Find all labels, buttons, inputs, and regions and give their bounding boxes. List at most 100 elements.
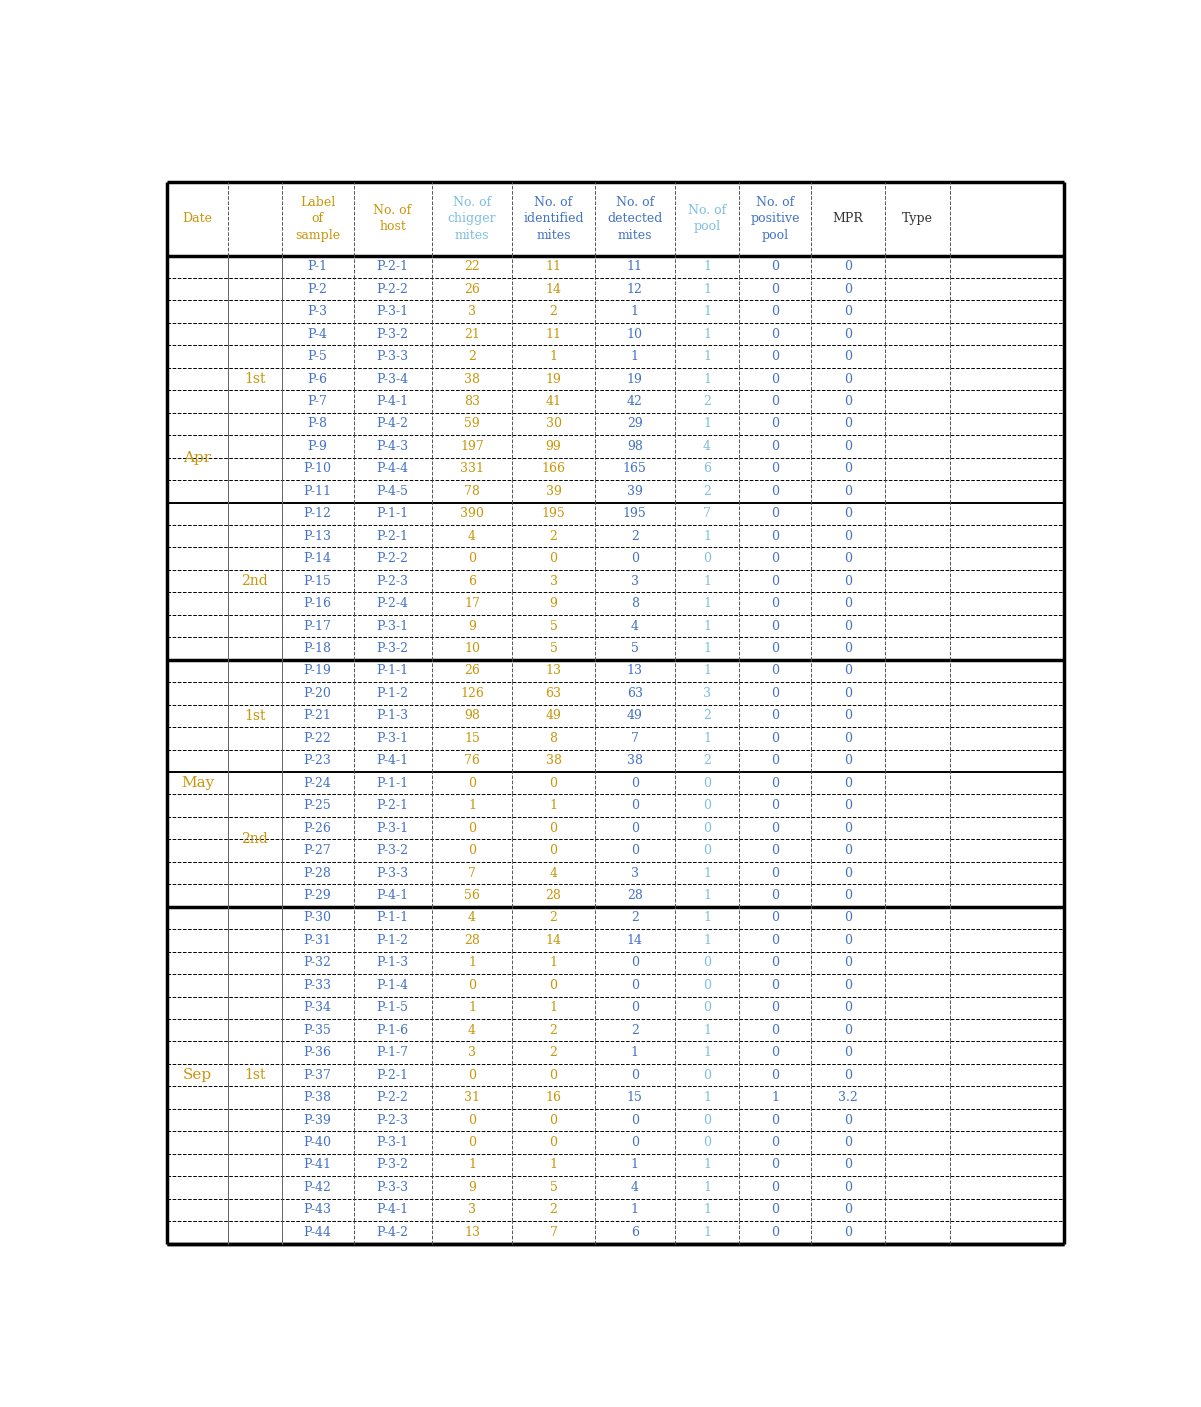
Text: 0: 0 [844,1069,852,1082]
Text: 1: 1 [703,1203,711,1217]
Text: 0: 0 [771,440,779,453]
Text: P-3-4: P-3-4 [376,373,408,386]
Text: 2: 2 [468,350,476,363]
Text: May: May [181,777,214,791]
Text: P-1-2: P-1-2 [377,687,408,699]
Text: P-38: P-38 [304,1090,331,1104]
Text: P-1-1: P-1-1 [376,912,408,924]
Text: 0: 0 [844,1113,852,1127]
Text: P-3-1: P-3-1 [376,305,408,318]
Text: 0: 0 [844,529,852,543]
Text: 2nd: 2nd [241,574,268,588]
Text: 0: 0 [844,1135,852,1150]
Text: P-40: P-40 [304,1135,331,1150]
Text: 0: 0 [703,799,711,812]
Text: 29: 29 [627,418,643,431]
Text: 41: 41 [545,395,562,408]
Text: 0: 0 [771,283,779,295]
Text: P-13: P-13 [304,529,331,543]
Text: 1: 1 [550,957,557,969]
Text: 0: 0 [631,552,639,566]
Text: 1: 1 [703,350,711,363]
Text: 7: 7 [550,1225,557,1238]
Text: 0: 0 [771,912,779,924]
Text: No. of
pool: No. of pool [688,204,727,234]
Text: 7: 7 [703,508,711,521]
Text: 0: 0 [550,1113,557,1127]
Text: 4: 4 [631,619,639,633]
Text: 0: 0 [771,664,779,677]
Text: 0: 0 [550,1135,557,1150]
Text: 15: 15 [464,732,480,744]
Text: P-44: P-44 [304,1225,331,1238]
Text: P-26: P-26 [304,822,331,834]
Text: P-3: P-3 [307,305,328,318]
Text: 1: 1 [468,1158,476,1172]
Text: 16: 16 [545,1090,562,1104]
Text: 0: 0 [771,1180,779,1195]
Text: 1: 1 [703,664,711,677]
Text: P-36: P-36 [304,1047,331,1059]
Text: 0: 0 [771,1158,779,1172]
Text: Apr: Apr [184,450,211,464]
Text: 59: 59 [464,418,480,431]
Text: 0: 0 [703,844,711,857]
Text: 3: 3 [468,305,476,318]
Text: 0: 0 [771,732,779,744]
Text: 1: 1 [703,597,711,611]
Text: 38: 38 [545,754,562,767]
Text: 0: 0 [771,642,779,656]
Text: 0: 0 [844,373,852,386]
Text: 0: 0 [771,687,779,699]
Text: 0: 0 [771,822,779,834]
Text: 331: 331 [460,463,484,476]
Text: 0: 0 [844,822,852,834]
Text: 4: 4 [468,529,476,543]
Text: P-17: P-17 [304,619,331,633]
Text: P-4-1: P-4-1 [376,889,408,902]
Text: 6: 6 [468,574,476,588]
Text: 5: 5 [550,1180,557,1195]
Text: 0: 0 [631,1069,639,1082]
Text: 126: 126 [460,687,484,699]
Text: P-4-5: P-4-5 [377,485,408,498]
Text: 0: 0 [844,912,852,924]
Text: P-3-2: P-3-2 [377,642,408,656]
Text: P-2-1: P-2-1 [377,1069,408,1082]
Text: 0: 0 [844,485,852,498]
Text: 0: 0 [771,979,779,992]
Text: 0: 0 [771,844,779,857]
Text: 1: 1 [703,283,711,295]
Text: P-39: P-39 [304,1113,331,1127]
Text: 39: 39 [545,485,562,498]
Text: 9: 9 [550,597,557,611]
Text: 195: 195 [623,508,646,521]
Text: P-23: P-23 [304,754,331,767]
Text: 0: 0 [771,867,779,879]
Text: 0: 0 [844,1024,852,1037]
Text: 2: 2 [550,1203,557,1217]
Text: 0: 0 [844,957,852,969]
Text: 1: 1 [631,1158,639,1172]
Text: 0: 0 [844,1203,852,1217]
Text: 0: 0 [550,979,557,992]
Text: 0: 0 [771,485,779,498]
Text: 2: 2 [703,754,711,767]
Text: P-34: P-34 [304,1002,331,1014]
Text: 1st: 1st [244,371,265,386]
Text: 1: 1 [703,373,711,386]
Text: 49: 49 [545,709,562,722]
Text: 3: 3 [703,687,711,699]
Text: P-32: P-32 [304,957,331,969]
Text: P-1-3: P-1-3 [376,709,408,722]
Text: 4: 4 [468,1024,476,1037]
Text: 0: 0 [771,957,779,969]
Text: 1: 1 [703,867,711,879]
Text: No. of
detected
mites: No. of detected mites [608,196,663,242]
Text: 0: 0 [631,1002,639,1014]
Text: 195: 195 [542,508,566,521]
Text: 83: 83 [464,395,480,408]
Text: 14: 14 [627,934,643,947]
Text: 0: 0 [771,1135,779,1150]
Text: 0: 0 [771,799,779,812]
